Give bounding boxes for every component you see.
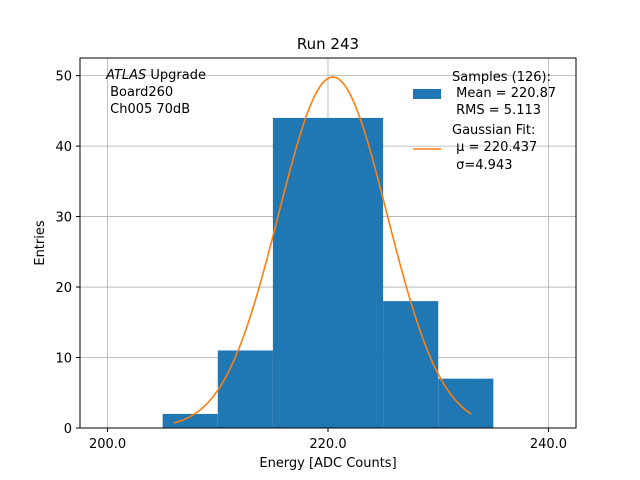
annotation-line-1: ATLAS Upgrade (105, 68, 206, 83)
annotation-line-2: Board260 (106, 85, 173, 100)
y-tick-label: 0 (64, 422, 72, 437)
y-tick-label: 50 (55, 70, 72, 85)
histogram-bar (272, 117, 384, 429)
annotation-atlas-label: ATLAS (105, 68, 146, 83)
y-tick-label: 10 (55, 352, 72, 367)
annotation-upgrade-label: Upgrade (146, 68, 206, 83)
axis-ticks: 200.0 220.0 240.0 0 10 20 30 40 50 (55, 70, 567, 452)
legend-samples-swatch (413, 89, 441, 99)
legend: Samples (126): Mean = 220.87 RMS = 5.113… (413, 70, 556, 173)
x-axis-label: Energy [ADC Counts] (259, 456, 396, 471)
histogram-bars (162, 117, 494, 429)
legend-samples-line-1: Samples (126): (452, 70, 551, 85)
histogram-bar (217, 350, 273, 428)
histogram-bar (162, 413, 218, 428)
chart-title: Run 243 (297, 35, 359, 53)
y-tick-label: 20 (55, 281, 72, 296)
legend-fit-line-1: Gaussian Fit: (452, 123, 535, 138)
y-axis-label: Entries (33, 220, 48, 266)
atlas-annotation: ATLAS Upgrade Board260 Ch005 70dB (105, 68, 206, 117)
legend-samples-line-3: RMS = 5.113 (452, 103, 541, 118)
y-tick-label: 40 (55, 140, 72, 155)
gaussian-fit-curve (173, 76, 472, 424)
x-tick-label: 240.0 (530, 437, 567, 452)
histogram-bar (383, 301, 439, 428)
legend-fit-line-3: σ=4.943 (452, 158, 512, 173)
annotation-line-3: Ch005 70dB (106, 102, 190, 117)
x-tick-label: 200.0 (89, 437, 126, 452)
legend-samples-line-2: Mean = 220.87 (452, 86, 556, 101)
x-tick-label: 220.0 (309, 437, 346, 452)
legend-fit-line-2: μ = 220.437 (452, 140, 537, 155)
y-tick-label: 30 (55, 211, 72, 226)
histogram-bar (438, 378, 494, 428)
